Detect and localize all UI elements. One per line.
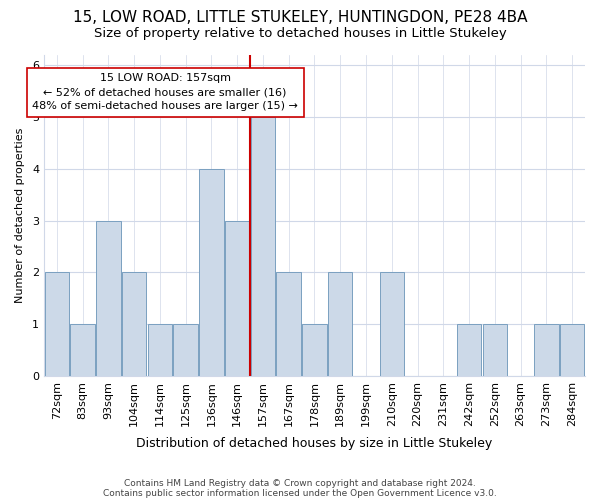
Bar bbox=[380, 272, 404, 376]
Bar bbox=[560, 324, 584, 376]
Bar bbox=[328, 272, 352, 376]
Text: 15, LOW ROAD, LITTLE STUKELEY, HUNTINGDON, PE28 4BA: 15, LOW ROAD, LITTLE STUKELEY, HUNTINGDO… bbox=[73, 10, 527, 25]
Text: 15 LOW ROAD: 157sqm
← 52% of detached houses are smaller (16)
48% of semi-detach: 15 LOW ROAD: 157sqm ← 52% of detached ho… bbox=[32, 73, 298, 111]
Bar bbox=[173, 324, 198, 376]
Bar bbox=[457, 324, 481, 376]
Bar bbox=[44, 272, 69, 376]
Text: Contains public sector information licensed under the Open Government Licence v3: Contains public sector information licen… bbox=[103, 488, 497, 498]
Text: Size of property relative to detached houses in Little Stukeley: Size of property relative to detached ho… bbox=[94, 28, 506, 40]
Bar bbox=[70, 324, 95, 376]
Bar bbox=[148, 324, 172, 376]
Bar bbox=[534, 324, 559, 376]
Bar bbox=[225, 220, 250, 376]
Bar bbox=[277, 272, 301, 376]
Bar bbox=[199, 169, 224, 376]
Bar bbox=[302, 324, 327, 376]
Bar bbox=[482, 324, 507, 376]
Y-axis label: Number of detached properties: Number of detached properties bbox=[15, 128, 25, 303]
X-axis label: Distribution of detached houses by size in Little Stukeley: Distribution of detached houses by size … bbox=[136, 437, 493, 450]
Bar bbox=[122, 272, 146, 376]
Bar bbox=[251, 117, 275, 376]
Text: Contains HM Land Registry data © Crown copyright and database right 2024.: Contains HM Land Registry data © Crown c… bbox=[124, 478, 476, 488]
Bar bbox=[96, 220, 121, 376]
